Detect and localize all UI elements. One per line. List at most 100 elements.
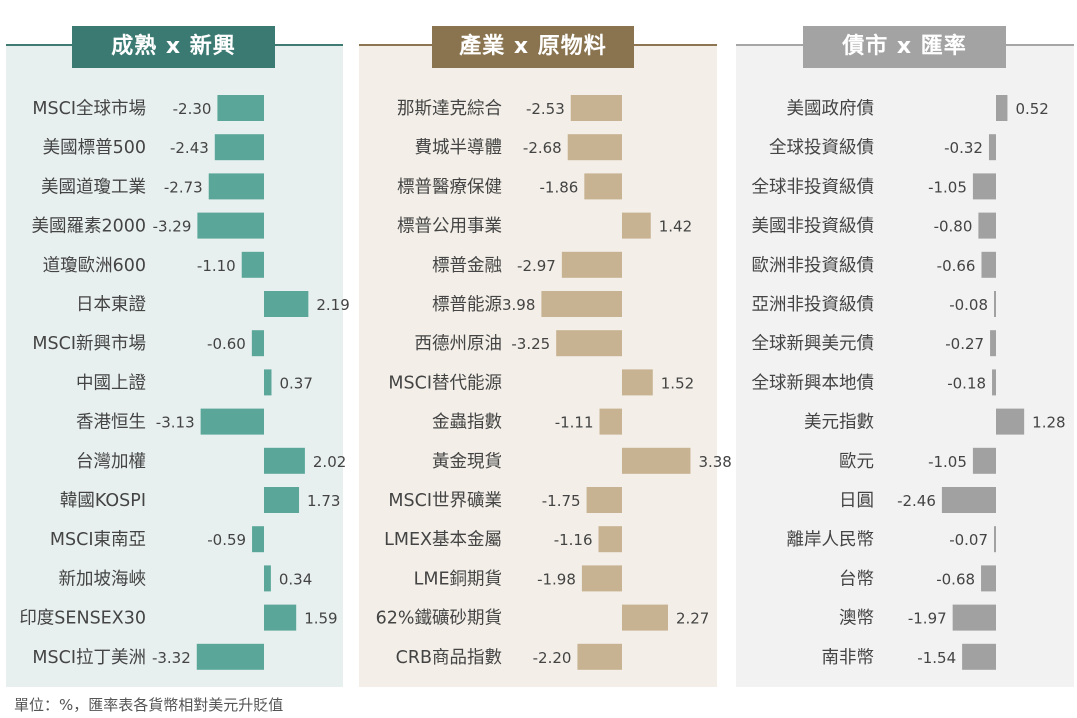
value-label: -1.11 <box>555 414 594 432</box>
category-label: 那斯達克綜合 <box>397 99 502 119</box>
bar <box>208 173 264 200</box>
category-label: 標普醫療保健 <box>397 177 502 197</box>
category-label: MSCI新興市場 <box>32 334 146 354</box>
bar <box>952 604 996 631</box>
value-label: 0.34 <box>279 570 312 588</box>
bar <box>264 291 309 317</box>
category-label: 62%鐵礦砂期貨 <box>376 609 502 629</box>
category-label: LMEX基本金屬 <box>384 530 502 550</box>
category-label: 印度SENSEX30 <box>19 609 146 629</box>
category-label: LME銅期貨 <box>414 569 502 589</box>
value-label: -0.27 <box>945 335 984 353</box>
value-label: -2.46 <box>897 492 936 510</box>
value-label: -1.16 <box>554 531 593 549</box>
value-label: -0.07 <box>949 531 988 549</box>
category-label: 台幣 <box>839 569 874 589</box>
category-label: 標普金融 <box>432 256 502 276</box>
bar <box>264 369 272 396</box>
bar <box>599 408 622 435</box>
bar <box>577 643 622 670</box>
bar <box>567 134 622 161</box>
footnote: 單位：%，匯率表各貨幣相對美元升貶值 <box>14 696 284 714</box>
category-label: 標普能源 <box>432 295 502 315</box>
value-label: 1.28 <box>1032 414 1065 432</box>
value-label: 2.02 <box>313 453 346 471</box>
value-label: -2.68 <box>523 139 562 157</box>
bar <box>996 95 1008 121</box>
value-label: -1.10 <box>197 257 236 275</box>
category-label: MSCI東南亞 <box>50 530 146 550</box>
category-label: 美國政府債 <box>787 99 875 119</box>
category-label: 日圓 <box>839 491 874 511</box>
bar <box>251 330 264 357</box>
value-label: -1.05 <box>928 453 967 471</box>
panel-title: 債市 x 匯率 <box>803 26 1006 68</box>
category-label: 美元指數 <box>804 413 874 433</box>
value-label: -0.60 <box>207 335 246 353</box>
category-label: 美國道瓊工業 <box>41 177 146 197</box>
value-label: -1.97 <box>908 610 947 628</box>
value-label: 0.52 <box>1015 100 1048 118</box>
bar <box>622 369 653 396</box>
value-label: 1.52 <box>661 374 694 392</box>
bar <box>217 95 264 121</box>
value-label: -1.98 <box>537 570 576 588</box>
bar <box>252 526 264 553</box>
chart-bonds-fx: 美國政府債 0.52 全球投資級債 -0.32 全球非投資級債 -1.05 美國非投資級債 -… <box>752 95 1066 670</box>
bar <box>994 291 996 317</box>
value-label: -1.86 <box>540 178 579 196</box>
panel-developed-emerging: MSCI全球市場 -2.30 美國標普500 -2.43 美國道瓊工業 -2.73 美國羅素… <box>6 26 350 687</box>
value-label: 1.42 <box>659 218 692 236</box>
bar <box>556 330 622 357</box>
value-label: -2.53 <box>526 100 565 118</box>
value-label: -0.32 <box>944 139 983 157</box>
value-label: -3.32 <box>152 649 191 667</box>
panel-title: 成熟 x 新興 <box>72 26 275 68</box>
category-label: 全球非投資級債 <box>752 177 875 197</box>
value-label: 1.73 <box>307 492 340 510</box>
bar <box>622 447 691 474</box>
category-label: MSCI拉丁美洲 <box>32 648 146 668</box>
value-label: 3.38 <box>698 453 731 471</box>
bar <box>990 330 996 357</box>
value-label: -1.05 <box>928 178 967 196</box>
bar <box>622 604 668 631</box>
value-label: 2.27 <box>676 610 709 628</box>
category-label: 南非幣 <box>822 648 875 668</box>
value-label: -2.73 <box>164 178 203 196</box>
bar <box>992 369 996 396</box>
bar <box>264 565 271 592</box>
category-label: 道瓊歐洲600 <box>43 256 146 276</box>
value-label: -3.13 <box>156 414 195 432</box>
bar <box>214 134 264 161</box>
bar <box>200 408 264 435</box>
category-label: 新加坡海峽 <box>59 569 147 589</box>
category-label: 美國標普500 <box>43 138 146 158</box>
value-label: -0.18 <box>947 374 986 392</box>
bar <box>264 447 305 474</box>
value-label: 2.19 <box>316 296 349 314</box>
bar <box>241 251 264 278</box>
category-label: MSCI世界礦業 <box>388 491 502 511</box>
category-label: 歐元 <box>839 452 874 472</box>
bar <box>264 604 297 631</box>
bar <box>541 291 622 317</box>
category-label: 標普公用事業 <box>397 217 502 237</box>
bar <box>981 565 996 592</box>
bar <box>598 526 622 553</box>
bar <box>996 408 1025 435</box>
value-label: -2.43 <box>170 139 209 157</box>
value-label: -0.68 <box>936 570 975 588</box>
value-label: -2.20 <box>533 649 572 667</box>
value-label: -3.25 <box>511 335 550 353</box>
value-label: -1.75 <box>542 492 581 510</box>
bar <box>584 173 622 200</box>
bar <box>570 95 622 121</box>
category-label: 金蟲指數 <box>432 413 502 433</box>
category-label: 費城半導體 <box>415 138 503 158</box>
value-label: 0.37 <box>279 374 312 392</box>
category-label: 全球投資級債 <box>769 138 874 158</box>
category-label: MSCI全球市場 <box>32 99 146 119</box>
bar <box>196 643 264 670</box>
value-label: -0.66 <box>937 257 976 275</box>
